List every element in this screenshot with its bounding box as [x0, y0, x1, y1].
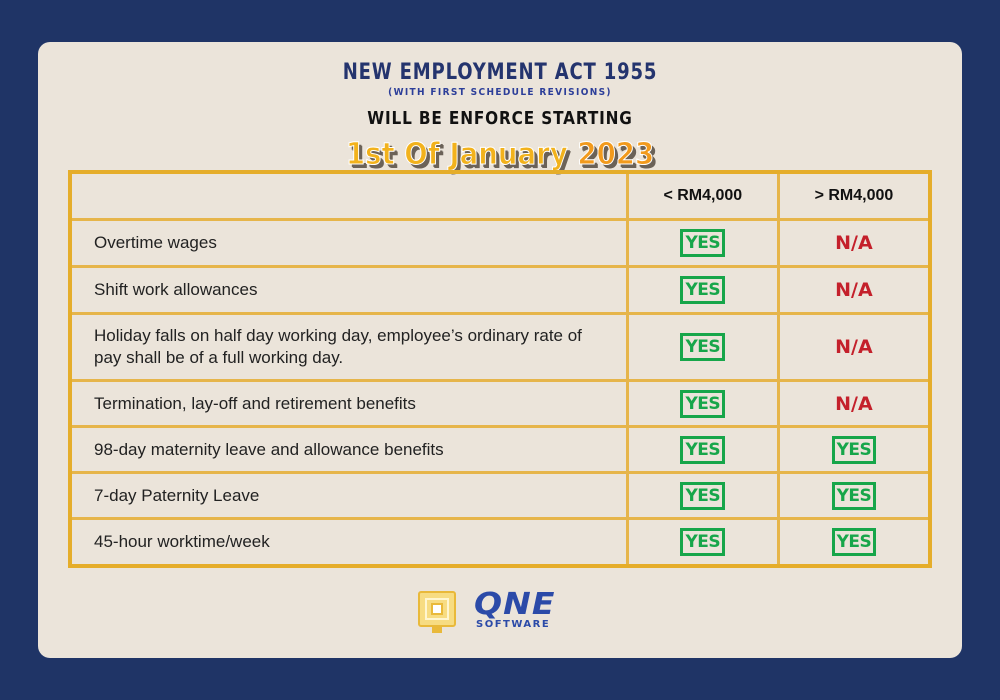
page-title: NEW EMPLOYMENT ACT 1955 [342, 60, 658, 85]
table-row: Termination, lay-off and retirement bene… [68, 379, 932, 428]
na-label: N/A [835, 336, 873, 358]
yes-badge: YES [680, 435, 726, 464]
table-header-row: < RM4,000 > RM4,000 [68, 170, 932, 221]
yes-badge: YES [680, 527, 726, 556]
yes-badge: YES [680, 229, 726, 257]
na-label: N/A [835, 279, 873, 301]
logo-name: QNE [474, 587, 556, 622]
comparison-table: < RM4,000 > RM4,000 Overtime wages YES N… [68, 170, 932, 568]
header-below-rm4000: < RM4,000 [625, 170, 780, 221]
na-label: N/A [835, 232, 873, 254]
yes-badge: YES [680, 389, 726, 418]
table-row: Holiday falls on half day working day, e… [68, 312, 932, 382]
table-row: Shift work allowances YES N/A [68, 265, 932, 315]
table-row: 45-hour worktime/week YES YES [68, 517, 932, 567]
page-subtitle: (WITH FIRST SCHEDULE REVISIONS) [388, 87, 612, 98]
yes-badge: YES [680, 276, 726, 304]
yes-badge: YES [680, 481, 726, 510]
table-row: 98-day maternity leave and allowance ben… [68, 425, 932, 474]
feature-cell: Overtime wages [68, 218, 629, 268]
feature-cell: 7-day Paternity Leave [68, 471, 629, 520]
effective-date: 1st Of January 2023 [40, 137, 960, 173]
tagline: WILL BE ENFORCE STARTING [367, 108, 633, 129]
table-row: Overtime wages YES N/A [68, 218, 932, 268]
yes-badge: YES [831, 527, 877, 556]
date-year: 2023 [577, 137, 655, 173]
table-row: 7-day Paternity Leave YES YES [68, 471, 932, 520]
qne-logo-stem [432, 627, 442, 633]
feature-cell: Holiday falls on half day working day, e… [68, 312, 629, 382]
header-above-rm4000: > RM4,000 [776, 170, 932, 221]
qne-logo: QNE SOFTWARE [418, 587, 588, 633]
yes-badge: YES [680, 333, 726, 361]
feature-cell: Shift work allowances [68, 265, 629, 315]
header-feature [68, 170, 629, 221]
feature-cell: 98-day maternity leave and allowance ben… [68, 425, 629, 474]
qne-logo-icon [418, 591, 456, 627]
na-label: N/A [835, 392, 873, 415]
feature-cell: Termination, lay-off and retirement bene… [68, 379, 629, 428]
logo-subtitle: SOFTWARE [476, 619, 551, 630]
yes-badge: YES [831, 481, 877, 510]
feature-cell: 45-hour worktime/week [68, 517, 629, 567]
date-prefix: 1st Of January [345, 137, 568, 173]
yes-badge: YES [831, 435, 877, 464]
